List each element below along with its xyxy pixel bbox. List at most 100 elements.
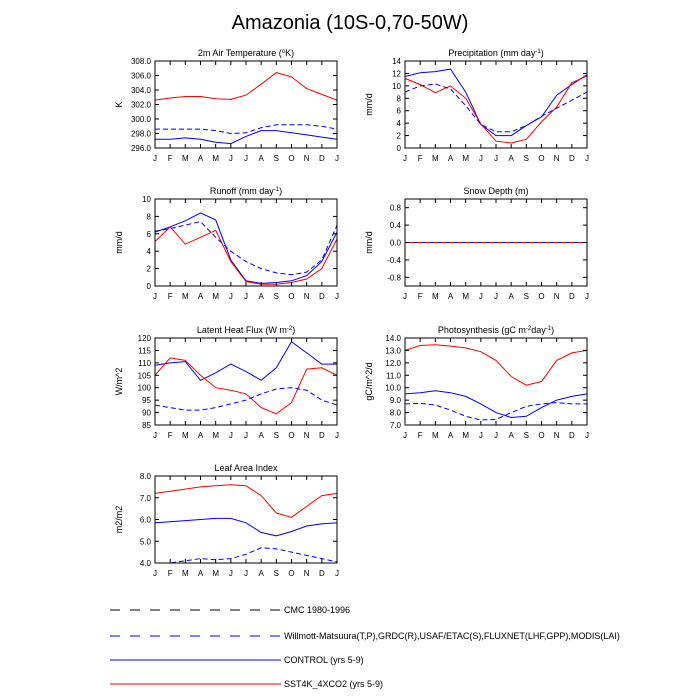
x-tick-label: D — [569, 292, 575, 301]
y-tick-label: 100 — [138, 384, 152, 393]
y-tick-label: 2 — [147, 265, 152, 274]
y-tick-label: 6 — [147, 230, 152, 239]
x-tick-label: A — [448, 154, 454, 163]
x-tick-label: J — [585, 431, 589, 440]
chart-title: Runoff (mm day-1) — [210, 186, 282, 196]
legend-label: CMC 1980-1996 — [284, 605, 350, 615]
chart-panel: Precipitation (mm day-1) mm/d 0 2 4 6 8 10 12 14 J… — [364, 48, 589, 163]
legend-label: Willmott-Matsuura(T,P),GRDC(R),USAF/ETAC… — [284, 631, 620, 641]
x-tick-label: A — [258, 154, 264, 163]
x-tick-label: J — [153, 154, 157, 163]
x-tick-label: J — [494, 154, 498, 163]
y-tick-label: 115 — [138, 346, 151, 355]
series-line — [405, 75, 587, 144]
x-tick-label: M — [462, 154, 469, 163]
x-tick-label: J — [153, 431, 157, 440]
x-tick-label: J — [479, 431, 483, 440]
chart-title: Photosynthesis (gC m-2day-1) — [438, 325, 554, 335]
x-tick-label: M — [432, 431, 439, 440]
y-tick-label: 9.0 — [390, 396, 402, 405]
y-tick-label: -0.4 — [387, 256, 401, 265]
y-tick-label: 6.0 — [140, 516, 152, 525]
y-tick-label: 0.4 — [390, 221, 402, 230]
y-tick-label: 105 — [138, 371, 152, 380]
series-line — [155, 387, 337, 411]
x-tick-label: N — [304, 292, 310, 301]
chart-title-text: Runoff (mm day — [210, 186, 274, 196]
x-tick-label: A — [198, 569, 204, 578]
y-tick-label: 8.0 — [390, 409, 402, 418]
series-line — [405, 344, 587, 386]
x-tick-label: F — [418, 292, 423, 301]
legend-label: SST4K_4XCO2 (yrs 5-9) — [284, 679, 383, 689]
x-tick-label: J — [229, 569, 233, 578]
y-tick-label: 302.0 — [131, 101, 152, 110]
y-tick-label: 85 — [142, 421, 151, 430]
chart-title-text: Photosynthesis (gC m — [438, 325, 526, 335]
x-tick-label: D — [319, 292, 325, 301]
plot-frame — [404, 337, 588, 426]
y-tick-label: 0.0 — [390, 239, 402, 248]
x-tick-label: M — [212, 431, 219, 440]
x-tick-label: J — [585, 154, 589, 163]
x-tick-label: O — [538, 292, 544, 301]
y-tick-label: 0 — [147, 282, 152, 291]
x-tick-label: S — [524, 292, 529, 301]
y-tick-label: 304.0 — [131, 86, 152, 95]
y-tick-label: 7.0 — [390, 421, 402, 430]
x-tick-label: S — [524, 154, 529, 163]
y-tick-label: -0.8 — [387, 273, 401, 282]
y-axis-label: mm/d — [114, 231, 124, 254]
series-line — [155, 226, 337, 285]
y-tick-label: 12.0 — [385, 359, 401, 368]
x-tick-label: F — [418, 431, 423, 440]
x-tick-label: A — [258, 292, 264, 301]
x-tick-label: J — [494, 431, 498, 440]
chart-panels: 2m Air Temperature (oK) K 296.0 298.0 300.0 3… — [114, 48, 589, 578]
y-tick-label: 7.0 — [140, 494, 152, 503]
chart-title: Leaf Area Index — [214, 463, 278, 473]
x-tick-label: D — [319, 431, 325, 440]
y-tick-label: 300.0 — [131, 115, 152, 124]
x-tick-label: M — [212, 569, 219, 578]
x-tick-label: O — [288, 431, 294, 440]
x-tick-label: O — [288, 569, 294, 578]
series-line — [405, 83, 587, 133]
y-tick-label: 308.0 — [131, 57, 152, 66]
y-tick-label: 8.0 — [140, 472, 152, 481]
chart-title-sup: -1 — [546, 326, 552, 332]
x-tick-label: A — [198, 154, 204, 163]
y-tick-label: 120 — [138, 334, 152, 343]
y-tick-label: 6 — [397, 107, 402, 116]
x-tick-label: A — [258, 431, 264, 440]
y-tick-label: 12 — [392, 69, 401, 78]
chart-title-text: 2m Air Temperature ( — [198, 48, 282, 58]
series-line — [155, 340, 337, 381]
chart-title-sup: -1 — [535, 49, 541, 55]
x-tick-label: J — [335, 154, 339, 163]
y-tick-label: 14.0 — [385, 334, 401, 343]
y-tick-label: 11.0 — [386, 371, 402, 380]
chart-title-sup: o — [282, 49, 286, 55]
x-tick-label: O — [288, 154, 294, 163]
y-tick-label: 4.0 — [140, 559, 152, 568]
y-tick-label: 8 — [147, 212, 152, 221]
x-tick-label: M — [212, 154, 219, 163]
y-tick-label: 0.8 — [390, 204, 402, 213]
y-tick-label: 296.0 — [131, 144, 152, 153]
x-tick-label: M — [182, 292, 189, 301]
y-tick-label: 95 — [142, 396, 151, 405]
x-tick-label: J — [335, 569, 339, 578]
legend: CMC 1980-1996 Willmott-Matsuura(T,P),GRDC… — [110, 605, 620, 689]
x-tick-label: F — [168, 292, 173, 301]
x-tick-label: M — [462, 431, 469, 440]
y-tick-label: 306.0 — [131, 72, 152, 81]
x-tick-label: A — [508, 154, 514, 163]
plot-frame — [154, 337, 338, 426]
x-tick-label: J — [229, 431, 233, 440]
chart-title: Precipitation (mm day-1) — [448, 48, 543, 58]
y-axis-label: gC/m^2/d — [364, 362, 374, 400]
chart-panel: Snow Depth (m)mm/d-0.8-0.40.00.40.8J F M A M… — [364, 186, 589, 301]
x-tick-label: J — [479, 154, 483, 163]
